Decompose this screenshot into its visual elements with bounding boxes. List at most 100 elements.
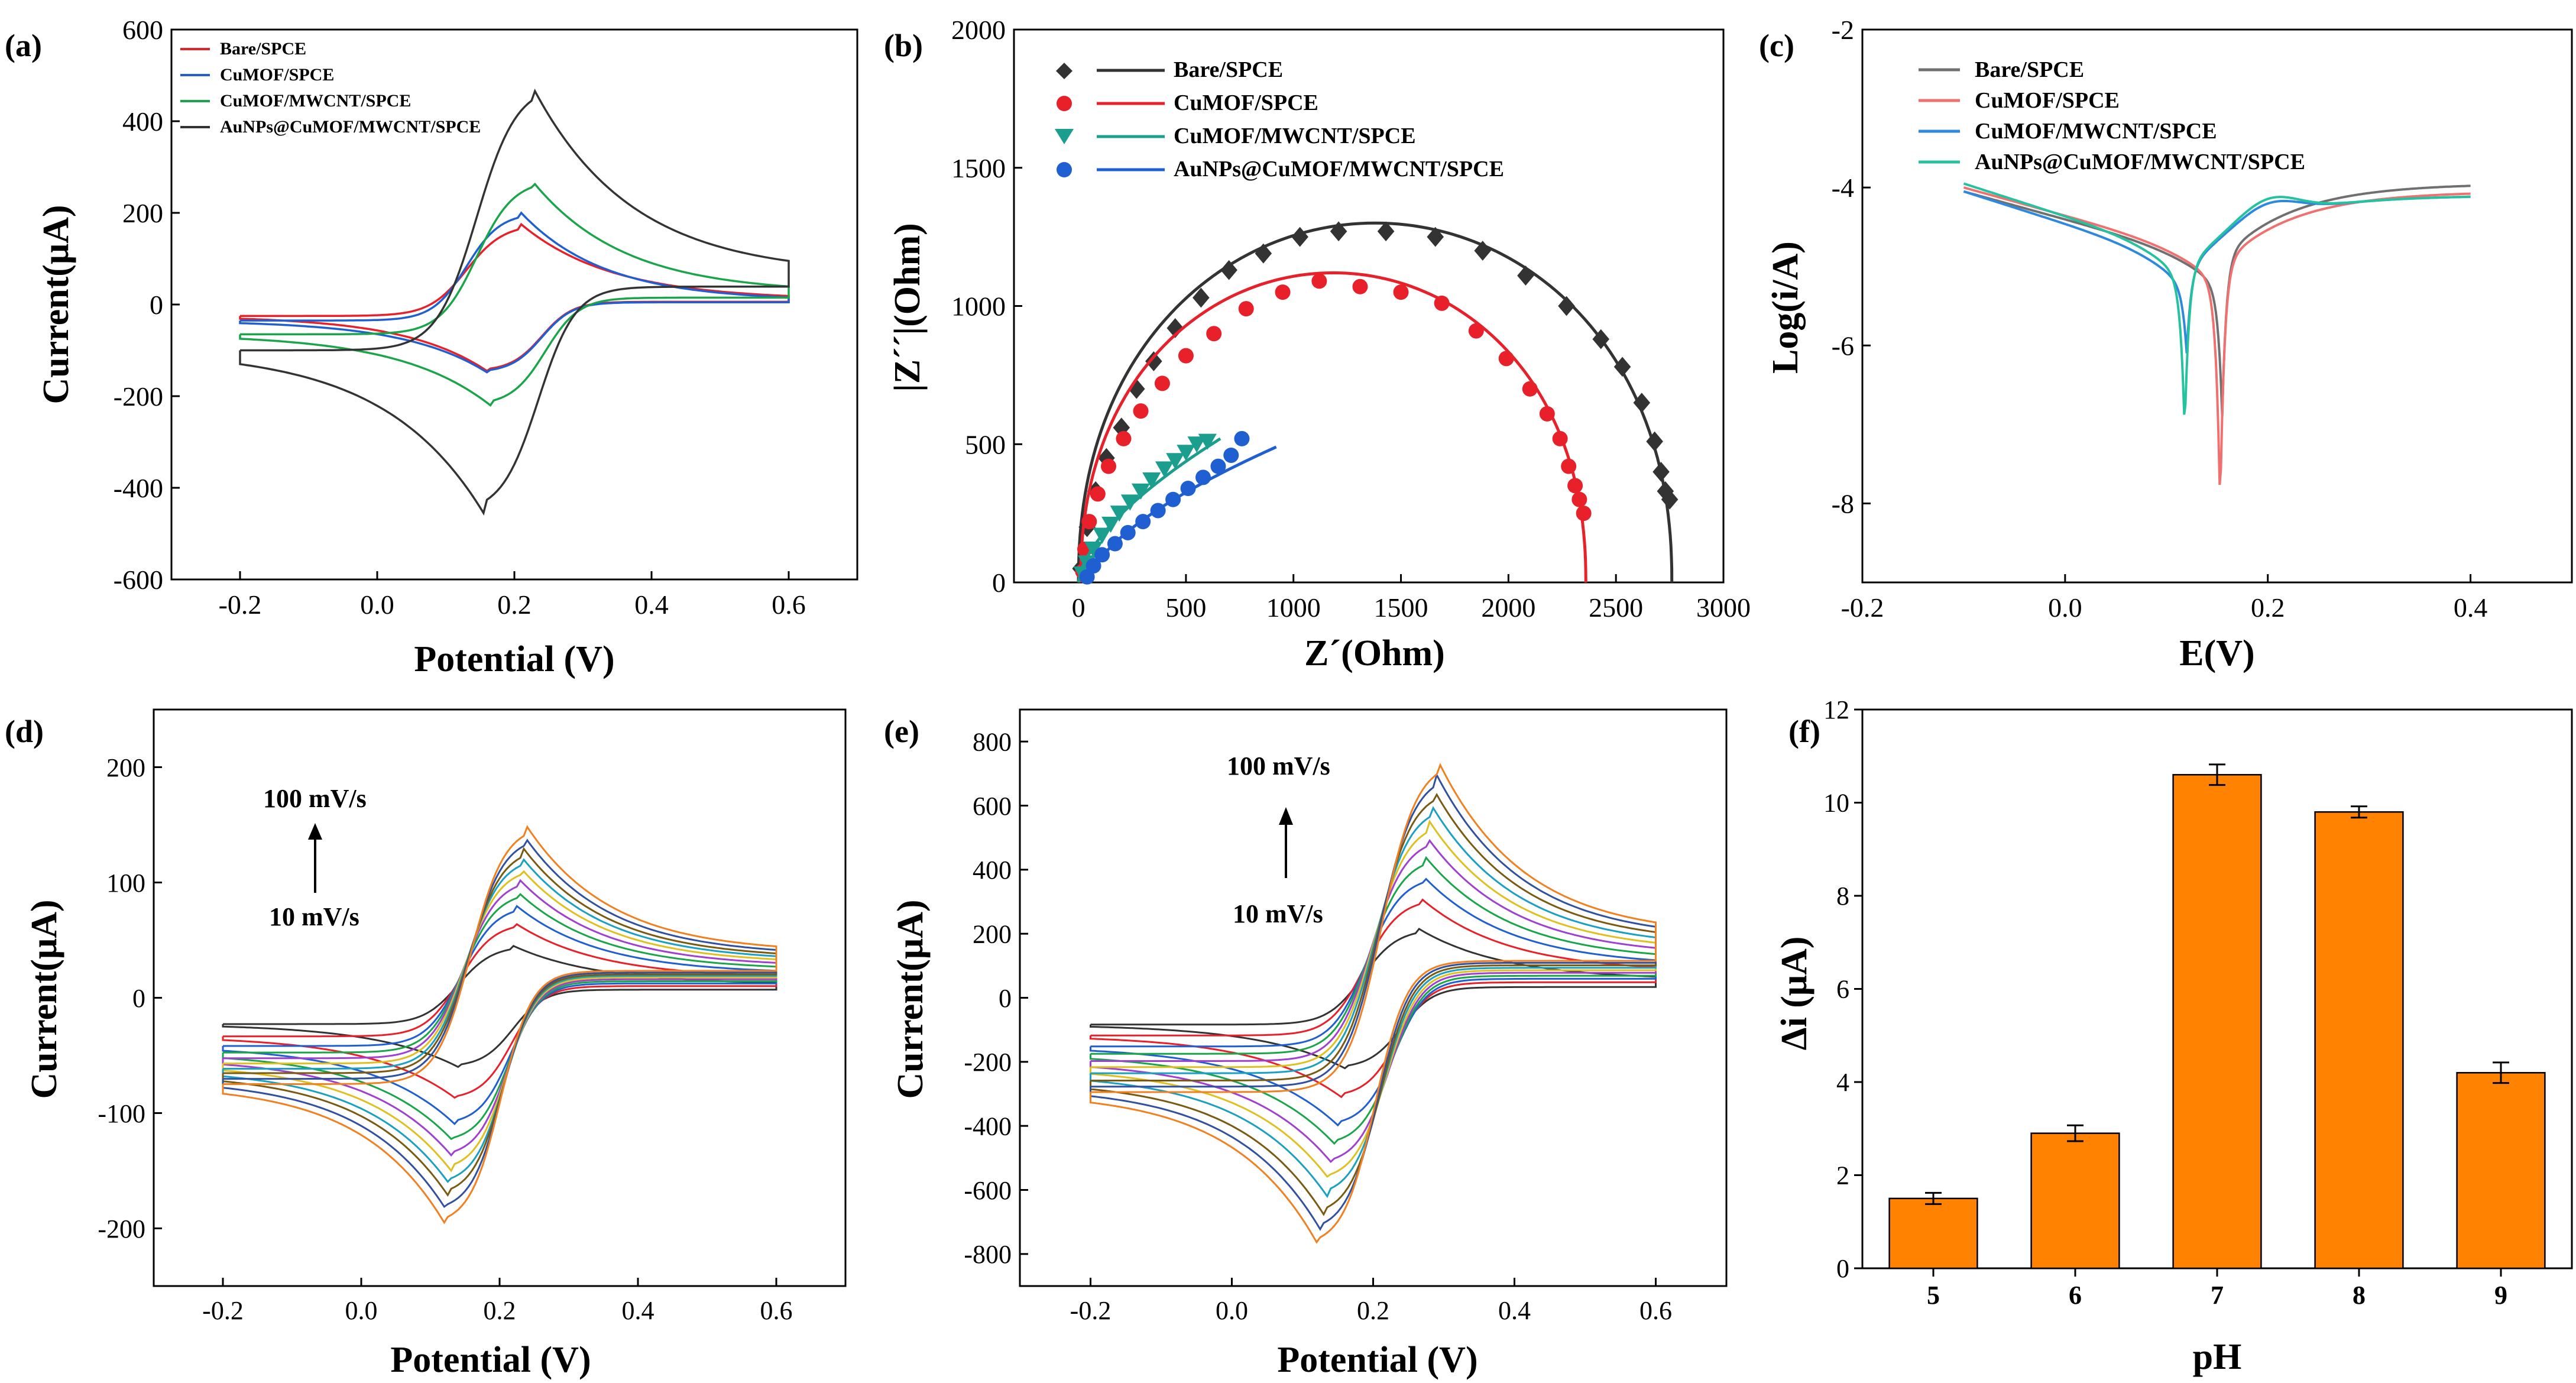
axis-ticks-d: -0.2 0.0 0.2 0.4 0.6 -200 -100 0 100 200 (98, 753, 792, 1325)
x-tick-label: -0.2 (1070, 1296, 1112, 1325)
y-axis-label-b: |Z´´|(Ohm) (887, 223, 928, 392)
y-tick-label: 2 (1836, 1161, 1849, 1190)
panel-label-e: (e) (884, 714, 919, 749)
y-tick-label: 0 (992, 568, 1006, 598)
x-tick-label: 0.6 (1639, 1296, 1672, 1325)
cv-scan-curve-5 (1090, 820, 1657, 1178)
x-tick-label: 8 (2353, 1281, 2366, 1310)
cv-scan-curve-7 (222, 847, 777, 1197)
data-point-0 (1377, 221, 1395, 242)
x-tick-label: 0.0 (2048, 592, 2082, 623)
data-point-3 (1086, 558, 1101, 574)
y-tick-label: 8 (1836, 882, 1849, 911)
x-tick-label: 0.0 (345, 1296, 378, 1325)
cv-scan-curve-5 (222, 870, 777, 1173)
cv-scan-curve-6 (1090, 806, 1657, 1199)
x-axis-label-a: Potential (V) (414, 639, 614, 679)
y-tick-label: -200 (114, 381, 163, 412)
x-tick-label: 9 (2494, 1281, 2507, 1310)
bar-ph-7 (2172, 774, 2262, 1269)
y-axis-label-c: Log(i/A) (1765, 241, 1806, 374)
legend-label-1: CuMOF/SPCE (220, 65, 334, 85)
y-tick-label: -6 (1832, 331, 1854, 361)
y-tick-label: 2000 (951, 15, 1006, 45)
data-point-0 (1145, 351, 1162, 371)
y-tick-label: -4 (1832, 173, 1854, 203)
cv-scan-curve-9 (222, 825, 777, 1225)
y-tick-label: 100 (106, 869, 145, 898)
data-point-2 (1120, 494, 1139, 511)
data-point-1 (1275, 284, 1291, 300)
data-point-3 (1107, 536, 1123, 552)
legend-label-2: CuMOF/MWCNT/SPCE (1975, 119, 2217, 144)
y-tick-label: 200 (106, 753, 145, 782)
y-tick-label: 6 (1836, 975, 1849, 1004)
y-tick-label: 10 (1823, 789, 1849, 818)
y-tick-label: 4 (1836, 1068, 1849, 1097)
x-tick-label: 6 (2069, 1281, 2082, 1310)
data-point-2 (1110, 506, 1129, 522)
data-point-0 (1517, 265, 1534, 286)
axis-ticks-a: -0.2 0.0 0.2 0.4 0.6 -600 -400 -200 0 200 400 600 (114, 15, 806, 620)
data-point-1 (1090, 486, 1106, 502)
y-tick-label: 800 (973, 728, 1012, 757)
y-tick-label: -400 (964, 1112, 1012, 1141)
y-tick-label: 200 (973, 920, 1012, 949)
data-point-3 (1165, 491, 1181, 507)
data-point-1 (1101, 458, 1116, 474)
data-point-3 (1150, 503, 1166, 519)
data-point-1 (1561, 458, 1577, 474)
legend-label-1: CuMOF/SPCE (1975, 88, 2120, 113)
plot-frame-d (153, 708, 847, 1287)
plot-area-c (1963, 182, 2471, 485)
x-axis-label-b: Z´(Ohm) (1304, 633, 1445, 673)
bar-ph-6 (2030, 1132, 2120, 1269)
x-tick-label: 0.6 (760, 1296, 793, 1325)
data-point-2 (1142, 472, 1161, 489)
cv-scan-curve-0 (222, 945, 777, 1068)
data-point-2 (1166, 453, 1185, 469)
panel-f: (f) 0 2 4 6 8 10 12 5 6 7 8 9 pH Δi (μA) (1774, 695, 2573, 1377)
x-tick-label: 0.4 (622, 1296, 654, 1325)
legend-label-1: CuMOF/SPCE (1174, 90, 1318, 115)
cv-scan-curve-4 (1090, 838, 1657, 1164)
data-point-0 (1657, 481, 1674, 501)
x-tick-label: 0.4 (2454, 592, 2488, 623)
tafel-curve-3 (1963, 182, 2471, 415)
y-tick-label: 600 (973, 792, 1012, 821)
panel-label-c: (c) (1759, 28, 1794, 63)
legend-a: Bare/SPCE CuMOF/SPCE CuMOF/MWCNT/SPCE AuNPs… (180, 39, 481, 137)
data-point-0 (1255, 243, 1272, 264)
data-point-0 (1291, 226, 1308, 247)
y-tick-label: 12 (1823, 695, 1849, 724)
y-tick-label: 0 (999, 984, 1012, 1013)
x-tick-label: 3000 (1696, 592, 1751, 623)
data-point-1 (1238, 301, 1254, 317)
data-point-0 (1633, 393, 1651, 413)
panel-label-d: (d) (5, 714, 44, 749)
plot-frame-e (1019, 708, 1728, 1287)
bar-ph-8 (2314, 811, 2404, 1269)
fit-line-0 (1077, 221, 1674, 583)
x-tick-label: 0.2 (2251, 592, 2285, 623)
x-tick-label: 1500 (1374, 592, 1428, 623)
legend-label-0: Bare/SPCE (220, 39, 306, 59)
y-tick-label: 1000 (951, 292, 1006, 322)
plot-area-b (1072, 221, 1679, 585)
data-point-3 (1120, 524, 1136, 540)
x-tick-label: 7 (2211, 1281, 2224, 1310)
fit-line-3 (1087, 445, 1277, 583)
data-point-0 (1558, 296, 1575, 316)
plot-area-e (1090, 763, 1657, 1244)
legend-marker-2 (1055, 129, 1074, 144)
annotation-arrowhead-d (308, 823, 322, 840)
cv-scan-curve-3 (222, 893, 777, 1141)
legend-label-0: Bare/SPCE (1975, 57, 2084, 82)
data-point-0 (1167, 318, 1184, 338)
data-point-1 (1311, 273, 1327, 289)
cv-curve-3 (239, 88, 790, 516)
axis-ticks-b: 0 500 1000 1500 2000 2500 3000 0 500 1000 1500 2000 (951, 15, 1751, 623)
cv-scan-curve-4 (222, 879, 777, 1157)
bar-ph-5 (1888, 1197, 1978, 1269)
data-point-0 (1193, 287, 1210, 308)
